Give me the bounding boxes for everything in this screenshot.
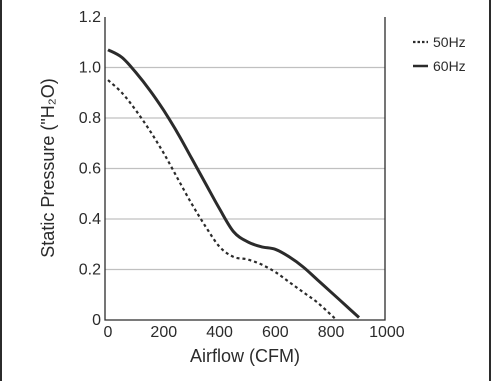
y-tick-label: 0.4: [79, 211, 101, 228]
y-tick-label: 0.6: [79, 161, 101, 178]
x-tick-labels: 0 200 400 600 800 1000: [104, 324, 405, 341]
x-tick-label: 200: [150, 324, 177, 341]
series-line-60hz: [107, 48, 361, 319]
legend: 50Hz 60Hz: [413, 34, 466, 74]
series-lines: [107, 48, 361, 321]
y-tick-label: 1.0: [79, 60, 101, 77]
series-line-50hz: [107, 79, 338, 321]
y-axis-title: Static Pressure ("H₂O): [38, 78, 58, 257]
gridlines: [105, 66, 385, 271]
x-tick-label: 600: [262, 324, 289, 341]
y-tick-labels: 0 0.2 0.4 0.6 0.8 1.0 1.2: [79, 9, 101, 329]
x-tick-label: 800: [318, 324, 345, 341]
axes: [104, 17, 386, 321]
x-axis-title: Airflow (CFM): [190, 346, 300, 366]
legend-label-50hz: 50Hz: [433, 34, 466, 50]
x-tick-label: 0: [104, 324, 113, 341]
x-tick-label: 1000: [369, 324, 405, 341]
x-tick-label: 400: [206, 324, 233, 341]
y-tick-label: 0.8: [79, 110, 101, 127]
legend-label-60hz: 60Hz: [433, 58, 466, 74]
y-tick-label: 0: [92, 312, 101, 329]
plot-frame: [104, 17, 386, 321]
y-tick-label: 1.2: [79, 9, 101, 26]
y-tick-label: 0.2: [79, 262, 101, 279]
